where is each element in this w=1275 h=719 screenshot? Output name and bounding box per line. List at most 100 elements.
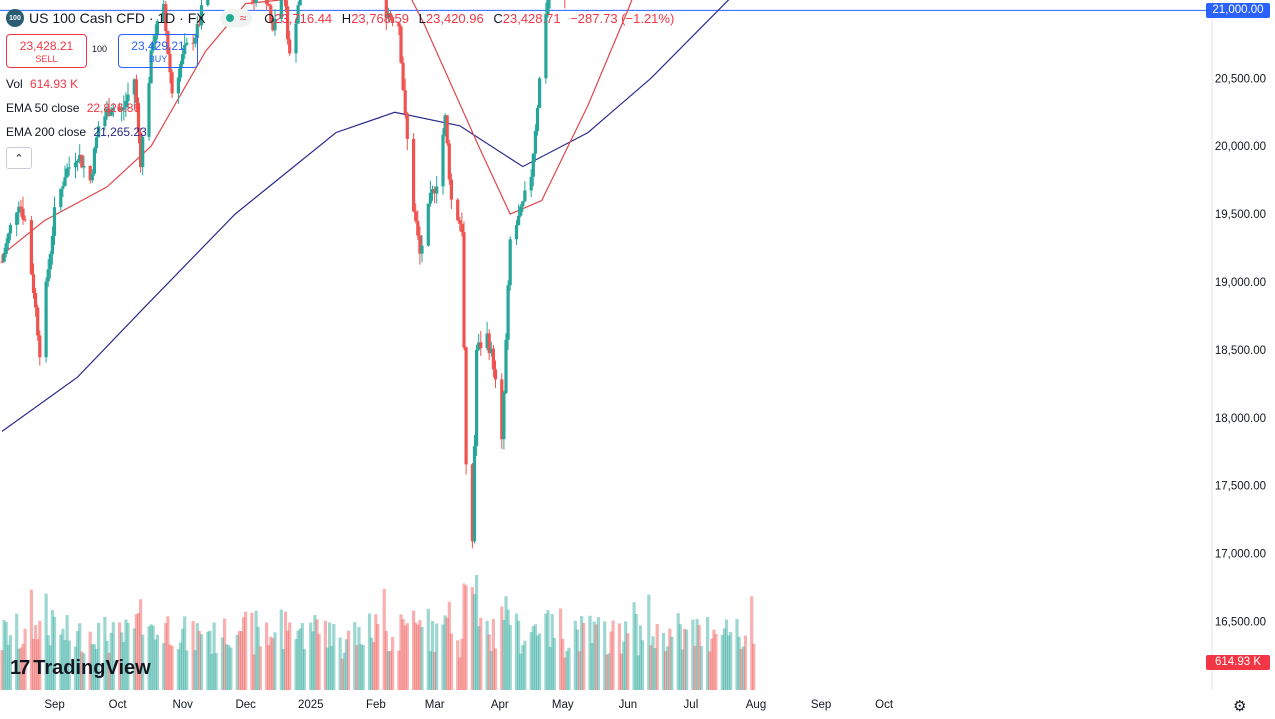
volume-bar [330,646,334,690]
candle [94,136,99,154]
candle [430,185,435,201]
volume-bar [664,651,668,690]
chart-header: 100 US 100 Cash CFD · 1D · FX ≈ O23,716.… [6,8,680,28]
indicator-ema200[interactable]: EMA 200 close 21,265.23 [6,125,147,139]
symbol-title[interactable]: US 100 Cash CFD · 1D · FX [29,10,206,26]
wave-icon: ≈ [239,11,247,25]
volume-bar [73,646,78,690]
candle [288,30,292,56]
volume-bar [23,628,27,690]
candle [405,111,409,151]
candle [460,212,464,237]
candle [489,341,493,357]
candle [472,434,477,544]
volume-bar [220,637,225,690]
buy-button[interactable]: 23,429.21 BUY [118,34,198,68]
candle [21,196,25,225]
volume-bar [227,645,231,690]
candle [475,344,479,456]
ohlc-readout: O23,716.44 H23,768.59 L23,420.96 C23,428… [264,11,680,26]
buy-price: 23,429.21 [131,38,185,53]
volume-bar [317,633,321,690]
candle [141,134,145,176]
vol-label: Vol [6,77,23,91]
candle [92,146,96,176]
candle [147,76,151,141]
volume-bar [136,612,141,690]
volume-bar [359,644,363,690]
volume-bar [573,620,577,690]
indicator-volume[interactable]: Vol 614.93 K [6,77,78,91]
volume-bar [445,617,449,690]
volume-bar [315,619,319,690]
volume-bar [63,640,67,690]
candle [50,226,54,265]
tradingview-logo[interactable]: 17 TradingView [10,657,151,680]
volume-bar [388,650,393,690]
volume-bar [559,608,563,690]
volume-bar [178,642,183,690]
volume-bar [36,639,40,690]
candle [48,251,52,279]
volume-bar [458,657,462,690]
volume-bar [477,626,481,690]
volume-bar [508,624,512,690]
x-tick-label: Apr [491,699,509,711]
indicator-ema50[interactable]: EMA 50 close 22,826.86 [6,101,140,115]
volume-bar [256,626,260,690]
volume-bar [19,647,23,690]
volume-bar [279,609,283,690]
sell-button[interactable]: 23,428.21 SELL [6,34,87,68]
volume-bar [699,646,703,690]
market-status[interactable]: ≈ [219,9,253,27]
volume-bar [2,620,6,690]
candle [2,247,6,263]
candle [531,153,535,187]
volume-bar [103,616,107,690]
candle [126,82,130,109]
candle [15,211,19,237]
candle [514,220,519,246]
candle [487,329,491,361]
symbol-badge[interactable]: 100 [6,9,24,27]
candle [519,204,523,218]
candle [502,390,506,450]
volume-bar [76,631,80,690]
volume-bar [273,632,277,690]
x-axis[interactable]: Sep Oct Nov Dec 2025 Feb Mar Apr May Jun Jul Aug Sep… [44,699,893,711]
volume-bar [617,623,621,690]
volume-bar [456,640,460,690]
candle [199,0,204,30]
volume-bar [176,649,180,690]
volume-bar [361,645,365,690]
volume-bar [302,649,306,690]
volume-bar [504,596,508,690]
volume-bar [533,624,537,690]
candle [36,304,40,341]
volume-bar [506,609,510,690]
volume-bar [682,628,687,690]
volume-bar [743,635,747,690]
candle [31,263,36,299]
volume-bar [548,646,552,690]
candle [44,277,48,363]
price-tag: 21,000.00 [1206,2,1270,18]
volume-bar [151,625,155,690]
candle [164,0,168,36]
candle [273,8,277,36]
x-tick-label: Sep [811,699,831,711]
volume-bar [328,622,332,690]
volume-bar [288,622,292,690]
candle [4,238,8,258]
y-axis[interactable]: 24,500.0024,000.0023,500.0023,000.0022,5… [1211,0,1266,690]
candle [426,203,430,247]
volume-bar [706,617,710,690]
collapse-legend-button[interactable]: ⌃ [6,147,32,169]
candle [500,373,504,449]
gear-icon[interactable]: ⚙ [1233,698,1247,715]
candle [107,97,111,117]
volume-bar [346,630,351,690]
volume-bar [0,650,4,690]
volume-bar [416,624,420,690]
